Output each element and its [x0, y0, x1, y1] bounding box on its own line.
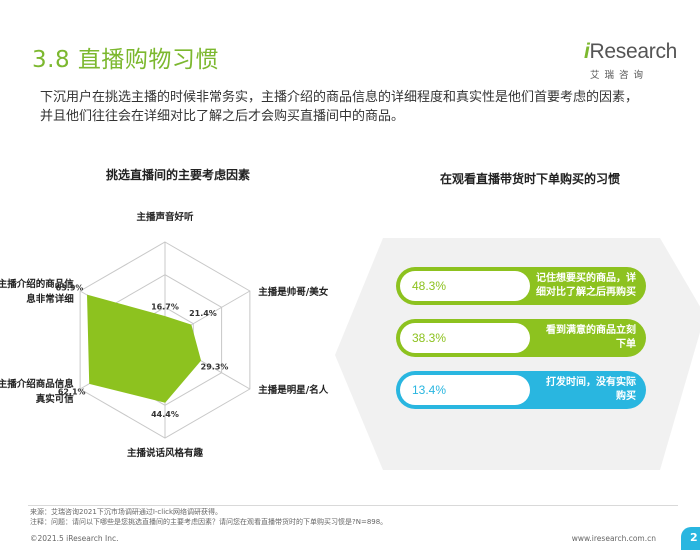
website-url: www.iresearch.com.cn	[571, 534, 656, 543]
radar-chart-title: 挑选直播间的主要考虑因素	[106, 168, 251, 182]
source-note: 来源：艾瑞咨询2021下沉市场调研通过I-click网络调研获得。	[30, 508, 223, 516]
footer-notes: 来源：艾瑞咨询2021下沉市场调研通过I-click网络调研获得。 注释：问题：…	[30, 507, 387, 527]
radar-category-label: 主播说话风格有趣	[127, 447, 204, 459]
radar-category-label: 主播声音好听	[136, 211, 194, 223]
bar-chart-title: 在观看直播带货时下单购买的习惯	[440, 172, 621, 186]
habit-bar: 38.3% 看到满意的商品立刻 下单	[396, 319, 646, 357]
radar-category-label: 主播介绍商品信息真实可信	[0, 378, 74, 405]
iresearch-logo: iResearch 艾瑞咨询	[584, 40, 682, 81]
copyright: ©2021.5 iResearch Inc.	[30, 534, 119, 543]
intro-line-1: 下沉用户在挑选主播的时候非常务实，主播介绍的商品信息的详细程度和真实性是他们首要…	[40, 90, 639, 105]
radar-chart: 16.7% 21.4% 29.3% 44.4% 62.1% 63.9% 主播声音好听主播是帅…	[0, 211, 329, 459]
radar-value-label: 21.4%	[189, 309, 217, 318]
radar-value-label: 29.3%	[201, 363, 229, 372]
page-number: 2	[690, 531, 698, 544]
bar-chart: 48.3% 记住想要买的商品，详 细对比了解之后再购买 38.3% 看到满意的商品…	[396, 267, 646, 423]
page-tab	[681, 527, 700, 550]
radar-category-label: 主播介绍的商品信息非常详细	[0, 278, 74, 305]
logo-i: i	[584, 40, 590, 63]
page-title: 3.8 直播购物习惯	[32, 47, 219, 73]
radar-value-label: 62.1%	[58, 387, 86, 396]
habit-label: 打发时间，没有实际 购买	[546, 377, 636, 402]
habit-label: 记住想要买的商品，详 细对比了解之后再购买	[536, 273, 636, 298]
radar-value-label: 44.4%	[151, 410, 179, 419]
radar-value-label: 16.7%	[151, 303, 179, 312]
intro-line-2: 并且他们往往会在详细对比了解之后才会购买直播间中的商品。	[40, 109, 405, 124]
intro-text: 下沉用户在挑选主播的时候非常务实，主播介绍的商品信息的详细程度和真实性是他们首要…	[40, 88, 680, 126]
radar-category-label: 主播是明星/名人	[258, 384, 328, 396]
radar-category-label: 主播是帅哥/美女	[258, 286, 328, 298]
logo-research: Research	[589, 40, 678, 63]
habit-bar: 48.3% 记住想要买的商品，详 细对比了解之后再购买	[396, 267, 646, 305]
habit-label: 看到满意的商品立刻 下单	[546, 325, 636, 350]
radar-value-label: 63.9%	[56, 283, 84, 292]
question-note: 注释：问题：请问以下哪些是您挑选直播间的主要考虑因素？请问您在观看直播带货时的下…	[30, 518, 388, 526]
habit-value: 48.3%	[400, 271, 530, 301]
logo-subtitle: 艾瑞咨询	[590, 70, 649, 81]
radar-data-area	[87, 294, 202, 403]
habit-value: 13.4%	[400, 375, 530, 405]
footer-divider	[28, 505, 678, 506]
habit-bar: 13.4% 打发时间，没有实际 购买	[396, 371, 646, 409]
habit-value: 38.3%	[400, 323, 530, 353]
